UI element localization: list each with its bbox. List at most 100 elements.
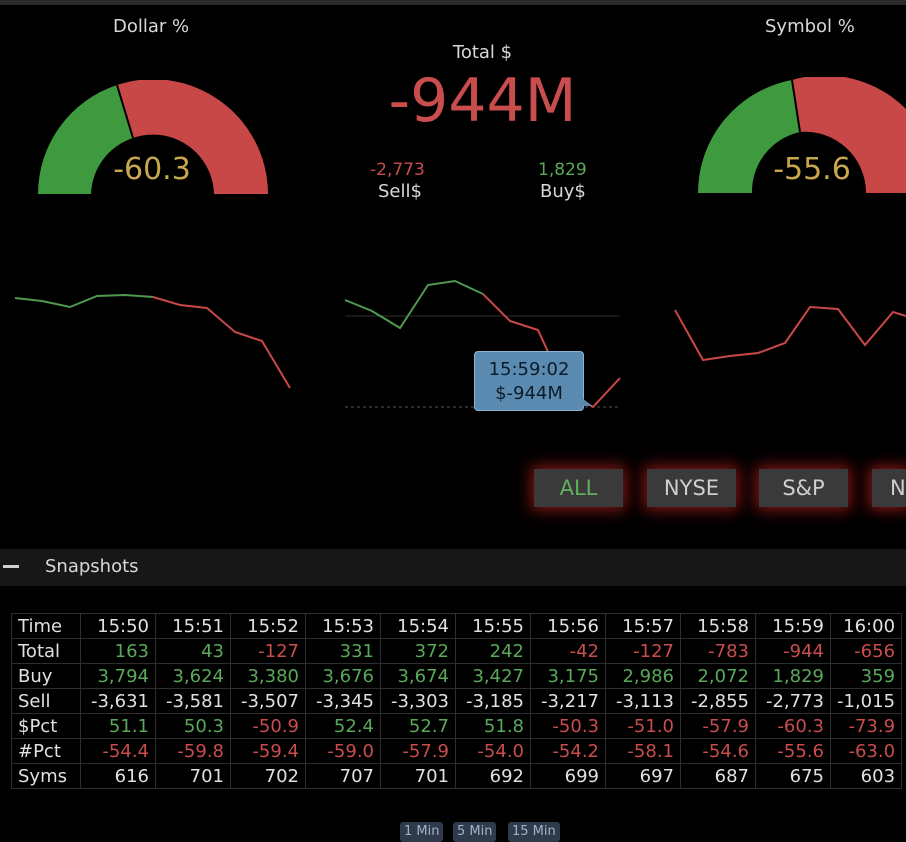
total-value: -944M bbox=[388, 66, 577, 136]
table-cell: 43 bbox=[155, 638, 231, 664]
filter-nasdaq-button[interactable]: N bbox=[872, 469, 906, 507]
snapshots-title: Snapshots bbox=[45, 556, 139, 577]
column-header-time: 15:53 bbox=[305, 613, 381, 639]
table-cell: -3,113 bbox=[605, 688, 681, 714]
table-cell: -54.6 bbox=[680, 738, 756, 764]
table-cell: 707 bbox=[305, 763, 381, 789]
table-row: $Pct 51.1 50.3 -50.9 52.4 52.7 51.8 -50.3 -51.0-… bbox=[11, 713, 903, 739]
column-header-time: 15:52 bbox=[230, 613, 306, 639]
table-cell: 3,427 bbox=[455, 663, 531, 689]
chart-tooltip: 15:59:02 $-944M bbox=[474, 351, 592, 411]
filter-sp-button[interactable]: S&P bbox=[759, 469, 848, 507]
table-cell: -3,185 bbox=[455, 688, 531, 714]
table-cell: 616 bbox=[80, 763, 156, 789]
table-row: Sell -3,631 -3,581 -3,507 -3,345 -3,303 -3,185… bbox=[11, 688, 903, 714]
table-cell: 163 bbox=[80, 638, 156, 664]
table-cell: 603 bbox=[829, 763, 903, 789]
table-cell: -656 bbox=[829, 638, 903, 664]
table-cell: -54.0 bbox=[455, 738, 531, 764]
table-cell: 51.1 bbox=[80, 713, 156, 739]
table-cell: -59.0 bbox=[305, 738, 381, 764]
table-cell: -783 bbox=[680, 638, 756, 664]
filter-all-button[interactable]: ALL bbox=[534, 469, 623, 507]
row-label: Sell bbox=[11, 688, 81, 714]
table-cell: -57.9 bbox=[680, 713, 756, 739]
tooltip-value: $-944M bbox=[495, 383, 563, 404]
column-header-time: 15:50 bbox=[80, 613, 156, 639]
symbol-gauge-value: -55.6 bbox=[773, 152, 851, 187]
table-cell: 701 bbox=[155, 763, 231, 789]
table-cell: 3,380 bbox=[230, 663, 306, 689]
table-cell: 242 bbox=[455, 638, 531, 664]
table-cell: 51.8 bbox=[455, 713, 531, 739]
table-header-row: Time 15:50 15:51 15:52 15:53 15:54 15:55 15:56 1… bbox=[11, 613, 903, 639]
table-cell: -50.9 bbox=[230, 713, 306, 739]
top-border bbox=[0, 0, 906, 5]
table-cell: -944 bbox=[755, 638, 831, 664]
table-cell: -59.8 bbox=[155, 738, 231, 764]
table-cell: 687 bbox=[680, 763, 756, 789]
column-header-time: 16:00 bbox=[829, 613, 903, 639]
row-label: Total bbox=[11, 638, 81, 664]
collapse-icon[interactable] bbox=[3, 565, 19, 568]
column-header-time: 15:51 bbox=[155, 613, 231, 639]
table-cell: 52.7 bbox=[380, 713, 456, 739]
total-label: Total $ bbox=[452, 42, 513, 63]
table-cell: -3,303 bbox=[380, 688, 456, 714]
column-header-time: 15:55 bbox=[455, 613, 531, 639]
sell-label: Sell$ bbox=[378, 181, 422, 202]
table-cell: -60.3 bbox=[755, 713, 831, 739]
timeframe-1min-button[interactable]: 1 Min bbox=[400, 822, 444, 842]
row-label: #Pct bbox=[11, 738, 81, 764]
dollar-sparkline bbox=[14, 293, 291, 389]
table-cell: -2,773 bbox=[755, 688, 831, 714]
column-header-time: 15:57 bbox=[605, 613, 681, 639]
table-cell: 675 bbox=[755, 763, 831, 789]
table-cell: -50.3 bbox=[530, 713, 606, 739]
table-cell: 697 bbox=[605, 763, 681, 789]
table-cell: -3,631 bbox=[80, 688, 156, 714]
table-cell: 3,794 bbox=[80, 663, 156, 689]
table-cell: 692 bbox=[455, 763, 531, 789]
table-row: Buy 3,794 3,624 3,380 3,676 3,674 3,427 3,175 2,… bbox=[11, 663, 903, 689]
table-cell: -57.9 bbox=[380, 738, 456, 764]
dollar-gauge-title: Dollar % bbox=[113, 16, 190, 37]
table-cell: 50.3 bbox=[155, 713, 231, 739]
table-cell: -3,217 bbox=[530, 688, 606, 714]
table-cell: 702 bbox=[230, 763, 306, 789]
symbol-gauge bbox=[698, 77, 906, 193]
table-cell: -3,507 bbox=[230, 688, 306, 714]
table-cell: -127 bbox=[230, 638, 306, 664]
table-cell: -1,015 bbox=[829, 688, 903, 714]
table-cell: -55.6 bbox=[755, 738, 831, 764]
table-cell: -51.0 bbox=[605, 713, 681, 739]
symbol-sparkline bbox=[674, 305, 906, 362]
table-cell: 699 bbox=[530, 763, 606, 789]
table-cell: -54.4 bbox=[80, 738, 156, 764]
table-cell: 3,175 bbox=[530, 663, 606, 689]
table-cell: 3,624 bbox=[155, 663, 231, 689]
timeframe-15min-button[interactable]: 15 Min bbox=[508, 822, 560, 842]
table-cell: 701 bbox=[380, 763, 456, 789]
dollar-gauge-value: -60.3 bbox=[113, 152, 191, 187]
sell-value: -2,773 bbox=[370, 160, 425, 180]
table-cell: -3,345 bbox=[305, 688, 381, 714]
table-cell: -58.1 bbox=[605, 738, 681, 764]
table-row: #Pct -54.4 -59.8 -59.4 -59.0 -57.9 -54.0 -54.2-… bbox=[11, 738, 903, 764]
table-cell: 331 bbox=[305, 638, 381, 664]
symbol-gauge-title: Symbol % bbox=[765, 16, 855, 37]
table-cell: -2,855 bbox=[680, 688, 756, 714]
table-cell: 2,986 bbox=[605, 663, 681, 689]
table-row: Syms 616 701 702 707 701 692 699 697 687 675 603 bbox=[11, 763, 903, 789]
table-cell: 1,829 bbox=[755, 663, 831, 689]
table-cell: -54.2 bbox=[530, 738, 606, 764]
column-header-time: 15:56 bbox=[530, 613, 606, 639]
table-cell: 3,676 bbox=[305, 663, 381, 689]
table-cell: -42 bbox=[530, 638, 606, 664]
filter-nyse-button[interactable]: NYSE bbox=[647, 469, 736, 507]
snapshots-table: Time 15:50 15:51 15:52 15:53 15:54 15:55 15:56 1… bbox=[11, 613, 903, 789]
column-header-time: 15:54 bbox=[380, 613, 456, 639]
column-header-time: 15:58 bbox=[680, 613, 756, 639]
timeframe-5min-button[interactable]: 5 Min bbox=[453, 822, 497, 842]
tooltip-time: 15:59:02 bbox=[488, 359, 570, 380]
